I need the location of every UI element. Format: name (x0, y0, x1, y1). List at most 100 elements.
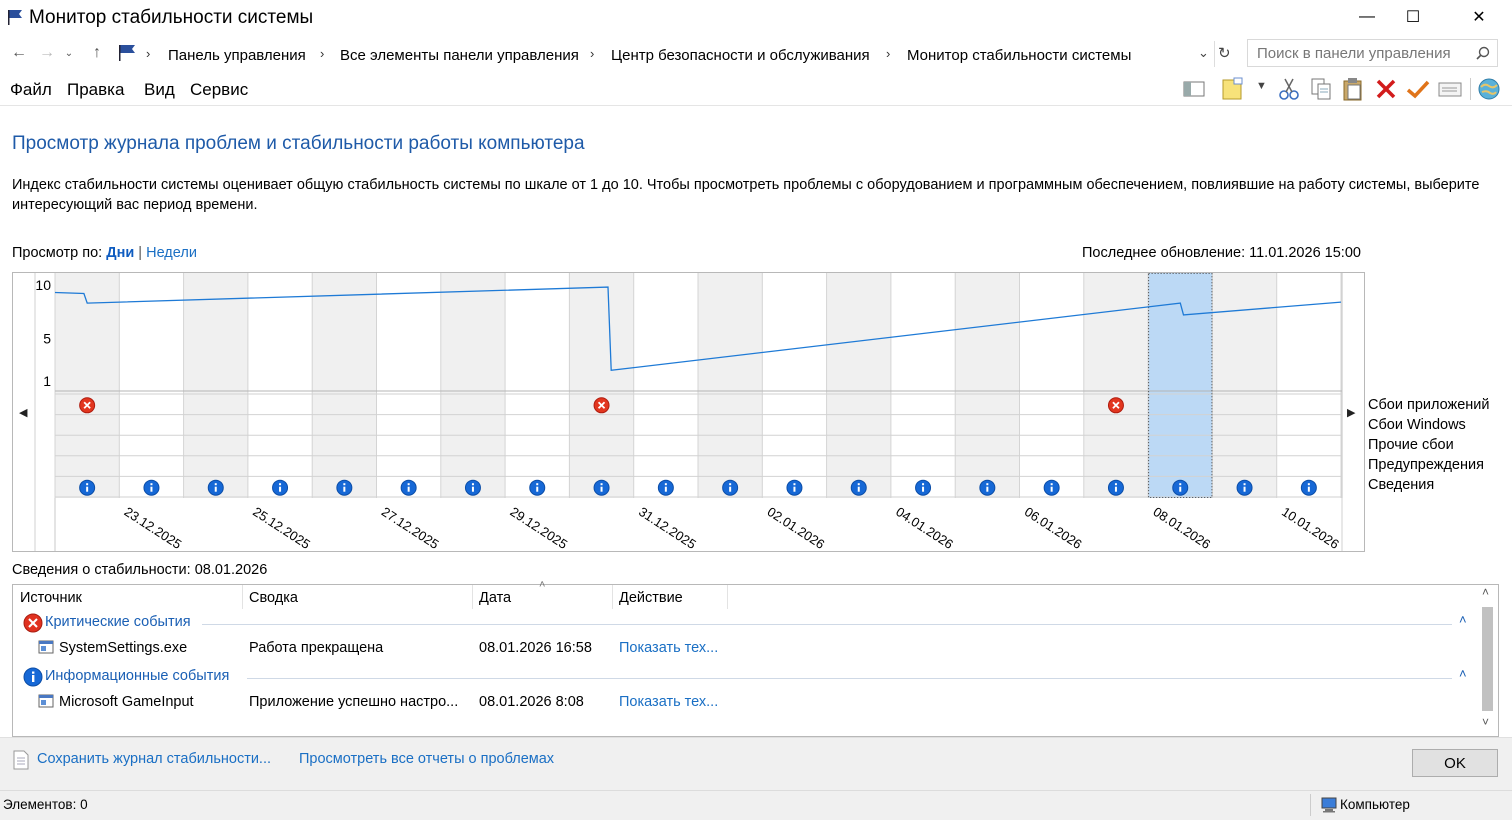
information-marker-i (857, 486, 860, 492)
delete-icon[interactable] (1375, 78, 1397, 100)
stability-index-line (54, 286, 1342, 372)
toolbar-divider (1470, 78, 1471, 100)
group-critical-label: Критические события (45, 614, 191, 630)
crumb-security-center[interactable]: Центр безопасности и обслуживания (611, 47, 870, 64)
show-details-link[interactable]: Показать тех... (619, 694, 719, 710)
view-days-link[interactable]: Дни (106, 245, 135, 261)
check-icon[interactable] (1406, 78, 1430, 100)
reliability-chart[interactable]: 10 5 1 23.12.2025 25.12.2025 27.12.2025 29.12.… (12, 272, 1365, 552)
information-marker-i (86, 483, 89, 486)
information-marker-i (1243, 486, 1246, 492)
day-column (698, 273, 763, 498)
view-weeks-link[interactable]: Недели (146, 245, 197, 261)
cell-summary: Приложение успешно настро... (249, 694, 459, 710)
information-marker-i (600, 483, 603, 486)
row-label-information: Сведения (1368, 477, 1435, 493)
address-dropdown-icon[interactable]: ⌄ (1198, 45, 1209, 60)
forward-icon[interactable]: → (39, 44, 55, 61)
group-information[interactable]: Информационные события ˄ (13, 665, 1477, 689)
menu-view[interactable]: Вид (144, 80, 175, 99)
information-marker-i (343, 486, 346, 492)
information-marker-i (664, 486, 667, 492)
copy-icon[interactable] (1310, 77, 1332, 101)
recent-dropdown-icon[interactable]: ⌄ (64, 47, 74, 59)
search-icon[interactable] (1476, 46, 1490, 60)
crumb-control-panel[interactable]: Панель управления (168, 47, 306, 64)
day-column (890, 273, 956, 498)
day-column (1083, 273, 1149, 498)
new-note-icon[interactable] (1220, 77, 1244, 101)
minimize-button[interactable]: — (1359, 8, 1375, 25)
bottom-bar: Сохранить журнал стабильности... Просмот… (0, 737, 1512, 790)
paste-icon[interactable] (1342, 77, 1364, 101)
layout-icon[interactable] (1183, 79, 1205, 99)
dropdown-arrow-icon[interactable]: ▼ (1256, 80, 1267, 92)
date-tick-label: 08.01.2026 (1150, 504, 1213, 551)
scroll-right-icon[interactable]: ▶ (1347, 406, 1356, 419)
view-all-reports-link[interactable]: Просмотреть все отчеты о проблемах (299, 751, 555, 767)
table-row[interactable]: Microsoft GameInput Приложение успешно н… (13, 689, 1477, 715)
scroll-thumb[interactable] (1482, 607, 1493, 711)
back-icon[interactable]: ← (11, 44, 27, 61)
collapse-icon[interactable]: ˄ (1459, 612, 1467, 627)
cell-date: 08.01.2026 16:58 (479, 640, 592, 656)
day-column (1019, 273, 1084, 498)
information-marker-i (922, 486, 925, 492)
app-failure-marker-x (83, 401, 91, 409)
table-row[interactable]: SystemSettings.exe Работа прекращена 08.… (13, 635, 1477, 661)
ok-button[interactable]: OK (1412, 749, 1498, 777)
address-bar[interactable]: › Панель управления › Все элементы панел… (113, 40, 1241, 68)
reliability-chart-svg[interactable]: 10 5 1 23.12.2025 25.12.2025 27.12.2025 29.12.… (13, 273, 1364, 552)
scroll-up-icon[interactable]: ˄ (1482, 585, 1490, 599)
col-header-action[interactable]: Действие (619, 590, 683, 606)
information-marker-i (729, 483, 732, 486)
crumb-separator: › (590, 46, 595, 61)
information-marker-i (922, 483, 925, 486)
sort-ascending-icon: ˄ (539, 579, 546, 591)
properties-icon[interactable] (1438, 80, 1462, 98)
date-tick-label: 31.12.2025 (636, 504, 699, 551)
information-marker-i (214, 483, 217, 486)
scroll-down-icon[interactable]: ˅ (1482, 715, 1490, 729)
crumb-separator: › (146, 46, 151, 61)
show-details-link[interactable]: Показать тех... (619, 640, 719, 656)
collapse-icon[interactable]: ˄ (1459, 666, 1467, 681)
page-heading: Просмотр журнала проблем и стабильности … (12, 133, 585, 154)
view-by-label: Просмотр по: (12, 245, 103, 261)
menu-edit[interactable]: Правка (67, 80, 125, 99)
col-header-source[interactable]: Источник (20, 590, 82, 606)
close-button[interactable]: ✕ (1472, 9, 1486, 26)
search-box[interactable]: Поиск в панели управления (1247, 39, 1498, 67)
y-tick-label: 10 (35, 277, 51, 293)
group-critical[interactable]: Критические события ˄ (13, 611, 1477, 635)
status-bar: Элементов: 0 Компьютер (0, 790, 1512, 820)
last-update: Последнее обновление: 11.01.2026 15:00 (1082, 245, 1361, 261)
col-header-summary[interactable]: Сводка (249, 590, 298, 606)
column-divider (242, 585, 243, 609)
refresh-icon[interactable]: ↻ (1218, 45, 1231, 62)
up-icon[interactable]: ↑ (93, 44, 101, 61)
crumb-separator: › (320, 46, 325, 61)
row-label-windows-failures: Сбои Windows (1368, 417, 1466, 433)
menu-file[interactable]: Файл (10, 80, 52, 99)
selected-day-outline (1148, 273, 1213, 498)
cut-icon[interactable] (1278, 77, 1300, 101)
maximize-button[interactable]: ☐ (1405, 9, 1421, 26)
menu-tools[interactable]: Сервис (190, 80, 249, 99)
y-tick-label: 5 (43, 330, 51, 346)
globe-icon[interactable] (1477, 77, 1501, 101)
save-history-link[interactable]: Сохранить журнал стабильности... (37, 751, 272, 767)
information-marker-i (471, 483, 474, 486)
crumb-all-items[interactable]: Все элементы панели управления (340, 47, 579, 64)
col-header-date[interactable]: Дата (479, 590, 512, 606)
scroll-left-icon[interactable]: ◀ (19, 406, 28, 419)
day-column (826, 273, 891, 498)
application-icon (38, 640, 54, 654)
crumb-reliability-monitor[interactable]: Монитор стабильности системы (907, 47, 1132, 64)
information-marker-i (793, 483, 796, 486)
search-input[interactable]: Поиск в панели управления (1257, 45, 1451, 62)
status-zone: Компьютер (1340, 797, 1410, 812)
information-marker-i (1307, 486, 1310, 492)
divider (1214, 41, 1215, 67)
table-scrollbar[interactable]: ˄ ˅ (1478, 585, 1497, 736)
